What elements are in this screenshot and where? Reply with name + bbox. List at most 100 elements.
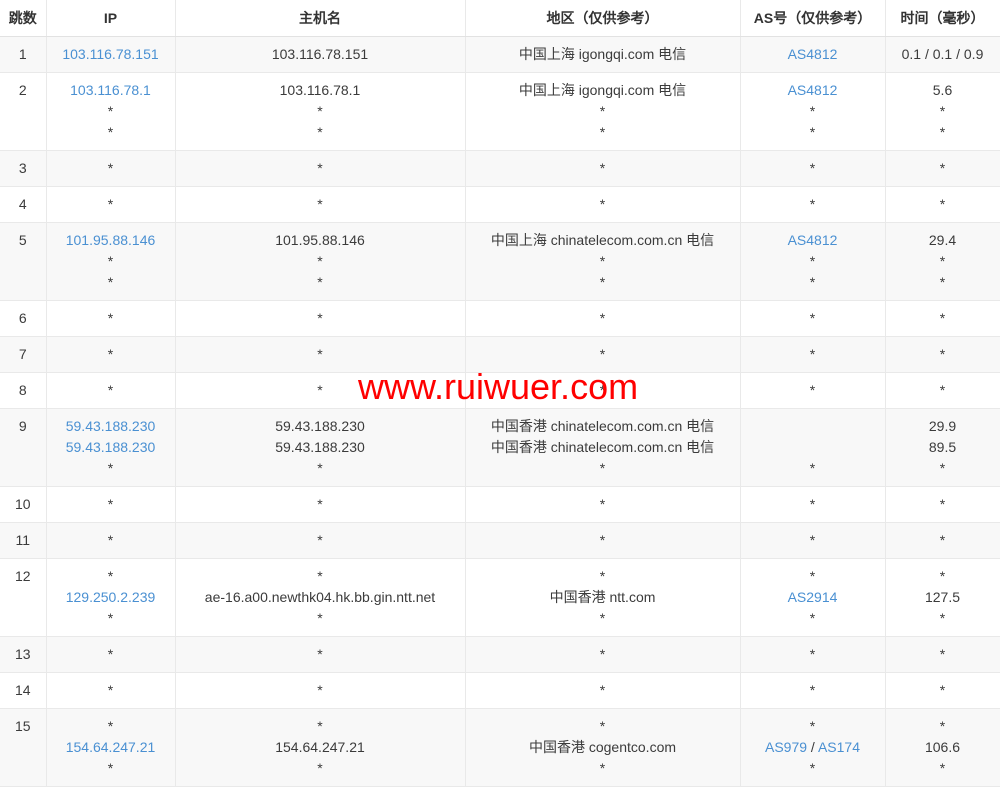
- cell-text: *: [317, 253, 323, 269]
- cell-text: *: [809, 160, 816, 176]
- cell-text: *: [317, 460, 323, 476]
- cell-text: 13: [14, 646, 31, 662]
- table-row: 15 * 154.64.247.21 * * 154.64.247.21 * * 中国香港 co…: [0, 708, 1000, 787]
- cell-text: *: [317, 160, 323, 176]
- cell-line: *: [743, 458, 883, 479]
- cell-line: *: [49, 308, 173, 329]
- table-row: 12 * 129.250.2.239 * * ae-16.a00.newthk04.hk.…: [0, 558, 1000, 637]
- table-body: 1 103.116.78.151 103.116.78.151 中国上海 igongq…: [0, 36, 1000, 787]
- table-row: 3 * * * * *: [0, 150, 1000, 187]
- cell-text: *: [599, 310, 606, 326]
- cell-text: *: [939, 310, 946, 326]
- latency-cell: *: [884, 186, 1000, 223]
- as-link[interactable]: AS4812: [787, 232, 838, 248]
- hop-cell: 14: [0, 672, 47, 709]
- cell-line: AS2914: [743, 587, 883, 608]
- cell-line: *: [178, 251, 463, 272]
- cell-line: *: [49, 101, 173, 122]
- as-number-cell: *: [739, 522, 886, 559]
- cell-text: *: [317, 124, 323, 140]
- as-number-cell: *: [739, 672, 886, 709]
- column-header: 主机名: [174, 0, 466, 37]
- latency-cell: 0.1 / 0.1 / 0.9: [884, 36, 1000, 73]
- ip-cell: *: [45, 186, 176, 223]
- cell-text: *: [809, 274, 816, 290]
- cell-line: *: [888, 308, 998, 329]
- as-number-cell: AS4812 * *: [739, 222, 886, 301]
- cell-line: 中国上海 igongqi.com 电信: [468, 44, 738, 65]
- cell-text: 中国上海 igongqi.com 电信: [518, 46, 687, 62]
- cell-text: 0.1 / 0.1 / 0.9: [901, 46, 984, 62]
- ip-link[interactable]: 103.116.78.1: [70, 82, 151, 98]
- table-row: 4 * * * * *: [0, 186, 1000, 223]
- cell-line: *: [468, 194, 738, 215]
- as-link[interactable]: AS174: [817, 739, 860, 755]
- cell-text: 101.95.88.146: [275, 232, 365, 248]
- cell-text: *: [107, 274, 114, 290]
- cell-line: *: [468, 344, 738, 365]
- cell-line: *: [468, 716, 738, 737]
- cell-text: *: [107, 718, 114, 734]
- cell-text: 7: [18, 346, 27, 362]
- cell-text: *: [317, 568, 323, 584]
- as-link[interactable]: AS4812: [787, 46, 838, 62]
- cell-text: *: [107, 124, 114, 140]
- cell-text: *: [809, 646, 816, 662]
- as-link[interactable]: AS2914: [787, 589, 838, 605]
- cell-line: *: [743, 308, 883, 329]
- cell-line: *: [743, 716, 883, 737]
- cell-text: *: [317, 310, 323, 326]
- column-header: AS号（仅供参考）: [739, 0, 886, 37]
- cell-line: 106.6: [888, 737, 998, 758]
- ip-link[interactable]: 154.64.247.21: [65, 739, 156, 755]
- latency-cell: *: [884, 522, 1000, 559]
- cell-line: *: [468, 272, 738, 293]
- cell-text: 29.4: [928, 232, 957, 248]
- ip-cell: * 154.64.247.21 *: [45, 708, 176, 787]
- cell-line: 9: [2, 416, 44, 437]
- region-cell: 中国上海 igongqi.com 电信: [464, 36, 741, 73]
- cell-text: 5.6: [932, 82, 953, 98]
- hop-cell: 10: [0, 486, 47, 523]
- cell-line: 29.4: [888, 230, 998, 251]
- ip-link[interactable]: 59.43.188.230: [65, 418, 156, 434]
- latency-cell: 29.4 * *: [884, 222, 1000, 301]
- cell-text: *: [107, 460, 114, 476]
- cell-text: *: [317, 682, 323, 698]
- cell-text: 8: [18, 382, 27, 398]
- ip-link[interactable]: 101.95.88.146: [65, 232, 156, 248]
- cell-text: *: [107, 532, 114, 548]
- cell-text: 106.6: [924, 739, 961, 755]
- cell-line: *: [888, 566, 998, 587]
- cell-text: *: [107, 646, 114, 662]
- cell-text: 中国香港 ntt.com: [549, 589, 656, 605]
- cell-line: 8: [2, 380, 44, 401]
- cell-line: *: [888, 158, 998, 179]
- ip-link[interactable]: 103.116.78.151: [62, 46, 159, 62]
- as-link[interactable]: AS4812: [787, 82, 838, 98]
- cell-text: *: [809, 760, 816, 776]
- cell-line: *: [178, 608, 463, 629]
- cell-text: *: [107, 160, 114, 176]
- cell-line: *: [888, 608, 998, 629]
- table-row: 6 * * * * *: [0, 300, 1000, 337]
- cell-line: 0.1 / 0.1 / 0.9: [888, 44, 998, 65]
- cell-line: *: [888, 272, 998, 293]
- latency-cell: *: [884, 150, 1000, 187]
- hop-cell: 5: [0, 222, 47, 301]
- cell-line: 103.116.78.151: [49, 44, 173, 65]
- cell-line: *: [743, 566, 883, 587]
- table-row: 2 103.116.78.1 * * 103.116.78.1 * * 中国上海 igongq…: [0, 72, 1000, 151]
- table-row: 14 * * * * *: [0, 672, 1000, 709]
- cell-text: 中国香港 chinatelecom.com.cn 电信: [490, 439, 715, 455]
- cell-line: *: [178, 272, 463, 293]
- cell-line: *: [178, 458, 463, 479]
- ip-link[interactable]: 59.43.188.230: [65, 439, 156, 455]
- column-header: IP: [45, 0, 176, 37]
- ip-link[interactable]: 129.250.2.239: [65, 589, 156, 605]
- cell-text: *: [107, 253, 114, 269]
- latency-cell: *: [884, 672, 1000, 709]
- as-link[interactable]: AS979: [765, 739, 808, 755]
